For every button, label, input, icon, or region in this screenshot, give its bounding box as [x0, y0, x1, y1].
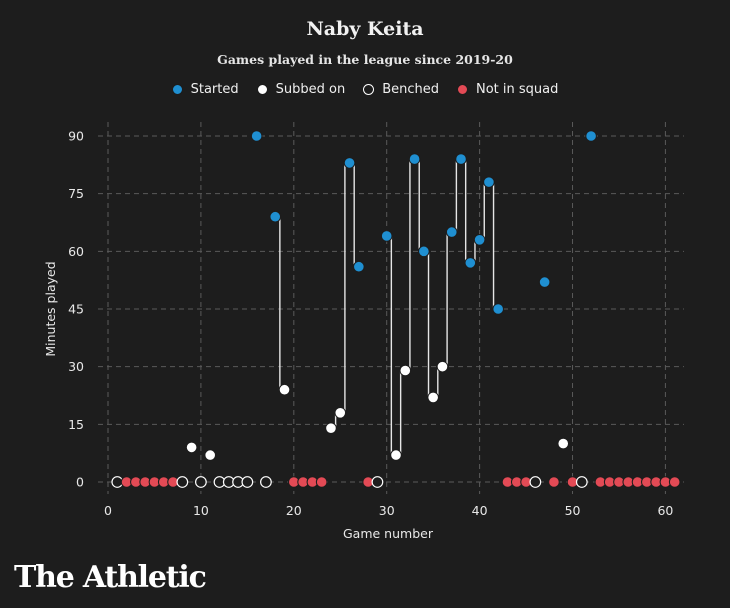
y-tick-label: 0 [76, 475, 84, 490]
point-subbed [325, 422, 337, 434]
point-notinsquad [315, 476, 328, 488]
point-subbed [399, 364, 412, 377]
point-benched [195, 476, 207, 488]
y-axis-label: Minutes played [43, 261, 58, 356]
point-subbed [390, 449, 402, 461]
not-in-squad-marker-icon [457, 84, 468, 95]
point-started [269, 210, 282, 223]
y-tick-label: 60 [68, 244, 84, 259]
legend-label-not-in-squad: Not in squad [476, 82, 559, 97]
point-subbed [334, 407, 347, 419]
chart-title: Naby Keita [306, 18, 424, 40]
connector-line [386, 158, 499, 456]
legend-label-benched: Benched [382, 82, 439, 97]
point-started [418, 245, 430, 258]
started-marker-icon [171, 84, 183, 95]
y-tick-label: 45 [68, 302, 84, 317]
point-subbed [185, 441, 198, 454]
legend-label-started: Started [190, 82, 239, 97]
benched-marker-icon [363, 84, 375, 95]
x-tick-label: 10 [193, 503, 209, 518]
x-tick-label: 40 [472, 503, 488, 518]
point-notinsquad [668, 476, 681, 488]
point-subbed [427, 391, 439, 404]
point-started [455, 153, 467, 165]
legend-item-benched: Benched [363, 82, 439, 97]
point-subbed [557, 437, 570, 450]
y-tick-label: 75 [68, 186, 84, 201]
legend-label-subbed-on: Subbed on [275, 82, 346, 97]
the-athletic-logo: The Athletic [14, 560, 207, 595]
point-started [585, 130, 597, 142]
point-started [353, 260, 365, 273]
connector-line [275, 216, 285, 391]
point-started [445, 226, 458, 238]
point-subbed [204, 449, 216, 461]
x-tick-label: 60 [657, 503, 673, 518]
subbed-on-marker-icon [256, 84, 268, 95]
y-tick-label: 15 [68, 417, 84, 432]
point-benched [529, 476, 542, 488]
x-tick-label: 50 [565, 503, 581, 518]
point-benched [371, 476, 384, 488]
data-points [111, 130, 681, 488]
legend-item-started: Started [171, 82, 239, 97]
point-started [343, 157, 356, 169]
axis-ticks: 0 15 30 45 60 75 90 0 10 20 30 40 50 60 [68, 129, 673, 519]
point-started [492, 303, 504, 315]
point-started [250, 130, 263, 142]
point-subbed [278, 383, 291, 396]
point-started [380, 230, 393, 242]
point-started [464, 257, 477, 269]
x-tick-label: 20 [286, 503, 302, 518]
y-tick-label: 90 [68, 129, 84, 144]
x-axis-label: Game number [343, 526, 434, 541]
point-started [408, 153, 421, 165]
y-tick-label: 30 [68, 359, 84, 374]
point-benched [575, 476, 588, 488]
legend-item-subbed-on: Subbed on [256, 82, 346, 97]
point-started [538, 276, 551, 288]
point-benched [260, 476, 272, 488]
point-subbed [436, 360, 449, 373]
x-tick-label: 0 [104, 503, 112, 518]
point-benched [241, 476, 254, 488]
chart-subtitle: Games played in the league since 2019-20 [217, 52, 513, 67]
point-started [473, 234, 486, 246]
legend-item-not-in-squad: Not in squad [457, 82, 558, 97]
point-notinsquad [548, 476, 560, 488]
connector-line [330, 162, 359, 429]
point-benched [176, 476, 189, 488]
point-started [483, 176, 495, 188]
x-tick-label: 30 [379, 503, 395, 518]
chart-legend: Started Subbed on Benched Not in squad [0, 82, 730, 97]
